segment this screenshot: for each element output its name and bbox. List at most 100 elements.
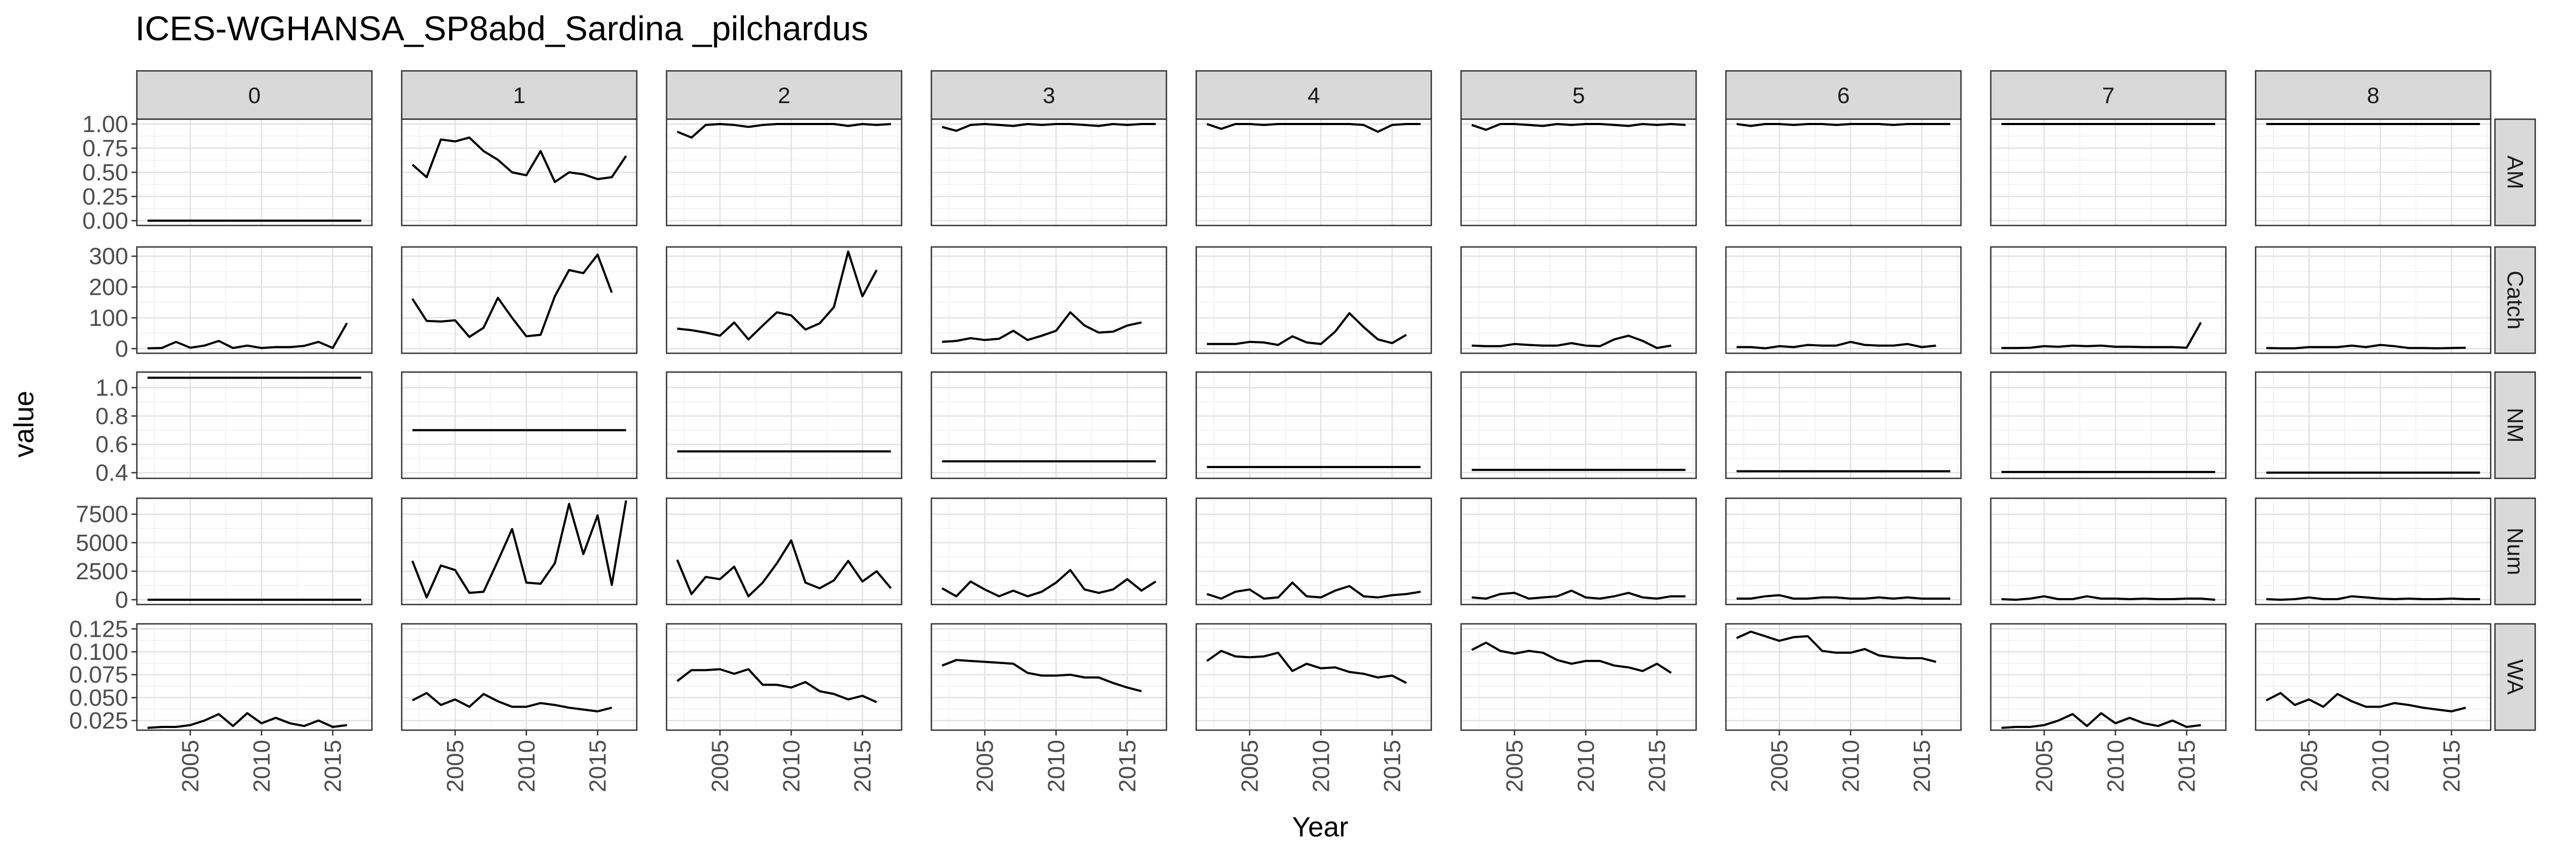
series-line-AM-2 — [677, 123, 891, 139]
facet-strip-col-label: 5 — [1572, 83, 1585, 108]
facet-panel-AM-7 — [1990, 118, 2227, 227]
series-line-Num-8 — [2266, 595, 2480, 601]
panel-border — [1990, 246, 2227, 354]
x-tick-label: 2015 — [1115, 740, 1141, 792]
panel-background — [1726, 247, 1961, 353]
series-line-Catch-3 — [942, 311, 1142, 343]
y-tick-label: 0.125 — [69, 616, 128, 642]
facet-strip-row-label: Num — [2503, 528, 2528, 576]
panel-border — [1460, 497, 1697, 606]
series-line-Num-2 — [676, 539, 892, 598]
panel-border — [2255, 497, 2492, 606]
facet-panel-Catch-2 — [665, 246, 903, 354]
panel-background — [2256, 624, 2491, 730]
facet-strip-row-Num — [2494, 497, 2536, 606]
panel-background — [1726, 624, 1961, 730]
facet-panel-AM-2 — [665, 118, 903, 227]
facet-panel-NM-4 — [1195, 371, 1432, 479]
series-line-WA-0 — [147, 712, 347, 729]
facet-panel-WA-0 — [136, 623, 373, 731]
series-line-Catch-0 — [147, 322, 348, 350]
facet-strip-col-label: 2 — [778, 83, 790, 108]
facet-strip-row-label: WA — [2503, 659, 2528, 695]
panel-border — [1725, 246, 1962, 354]
y-tick-label: 0.75 — [82, 135, 128, 162]
facet-panel-WA-8 — [2255, 623, 2492, 731]
x-tick-label: 2005 — [442, 740, 469, 792]
panel-border — [665, 497, 903, 606]
x-tick-label: 2010 — [1838, 740, 1864, 792]
facet-panel-Catch-0 — [136, 246, 373, 354]
panel-border — [2255, 118, 2492, 227]
panel-border — [931, 623, 1167, 731]
panel-border — [1990, 497, 2227, 606]
facet-panel-NM-3 — [931, 371, 1167, 479]
x-tick-label: 2005 — [707, 740, 734, 792]
facet-strip-col-label: 8 — [2367, 83, 2379, 108]
panel-background — [1461, 624, 1696, 730]
x-tick-label: 2015 — [2439, 740, 2465, 792]
panel-border — [1990, 623, 2227, 731]
x-tick-label: 2010 — [1043, 740, 1070, 792]
facet-panel-Catch-3 — [931, 246, 1167, 354]
x-tick-label: 2005 — [1502, 740, 1528, 792]
series-line-Catch-8 — [2266, 344, 2466, 350]
y-tick-label: 0.4 — [96, 460, 128, 486]
panel-border — [1990, 371, 2227, 479]
panel-background — [1196, 247, 1431, 353]
x-tick-label: 2015 — [320, 740, 346, 792]
y-tick-label: 0 — [115, 336, 128, 362]
x-tick-label: 2015 — [2174, 740, 2200, 792]
panel-background — [137, 247, 372, 353]
facet-panel-Num-4 — [1195, 497, 1432, 606]
x-tick-label: 2005 — [2031, 740, 2058, 792]
facet-strip-row-label: AM — [2503, 156, 2528, 190]
facet-strip-col-2 — [665, 70, 903, 120]
y-tick-label: 200 — [89, 274, 128, 301]
facet-panel-WA-5 — [1460, 623, 1697, 731]
x-tick-label: 2015 — [1644, 740, 1671, 792]
facet-strip-col-label: 6 — [1837, 83, 1849, 108]
facet-strip-col-label: 4 — [1307, 83, 1320, 108]
facet-strip-row-AM — [2494, 118, 2536, 227]
facet-panel-Num-8 — [2255, 497, 2492, 606]
panel-border — [931, 246, 1167, 354]
series-line-Num-7 — [2001, 595, 2215, 601]
panel-border — [401, 246, 638, 354]
series-line-AM-4 — [1206, 123, 1421, 133]
panel-background — [1990, 624, 2226, 730]
x-tick-label: 2015 — [1909, 740, 1935, 792]
panel-border — [136, 623, 373, 731]
facet-panel-AM-3 — [931, 118, 1167, 227]
facet-panel-Catch-5 — [1460, 246, 1697, 354]
series-line-AM-5 — [1471, 123, 1686, 131]
facet-strip-col-label: 7 — [2102, 83, 2114, 108]
facet-panel-Num-7 — [1990, 497, 2227, 606]
facet-panel-NM-1 — [401, 371, 638, 479]
series-line-Catch-5 — [1472, 334, 1672, 350]
facet-panel-WA-4 — [1195, 623, 1432, 731]
y-tick-label: 0.075 — [69, 662, 128, 688]
facet-panel-NM-5 — [1460, 371, 1697, 479]
panel-border — [2255, 623, 2492, 731]
panel-border — [136, 497, 373, 606]
panel-border — [401, 497, 638, 606]
facet-strip-col-7 — [1990, 70, 2227, 120]
panel-border — [1195, 623, 1432, 731]
panel-border — [931, 118, 1167, 227]
series-line-Num-4 — [1206, 581, 1421, 600]
facet-panel-AM-1 — [401, 118, 638, 227]
facet-panel-NM-7 — [1990, 371, 2227, 479]
facet-panel-WA-3 — [931, 623, 1167, 731]
facet-panel-Catch-1 — [401, 246, 638, 354]
panel-border — [136, 371, 373, 479]
panel-border — [401, 371, 638, 479]
series-line-Num-3 — [941, 569, 1157, 598]
y-tick-label: 5000 — [76, 530, 128, 556]
panel-border — [401, 118, 638, 227]
y-axis-title: value — [9, 391, 40, 457]
series-line-WA-6 — [1736, 630, 1936, 663]
series-line-Catch-1 — [411, 253, 613, 338]
facet-panel-AM-5 — [1460, 118, 1697, 227]
